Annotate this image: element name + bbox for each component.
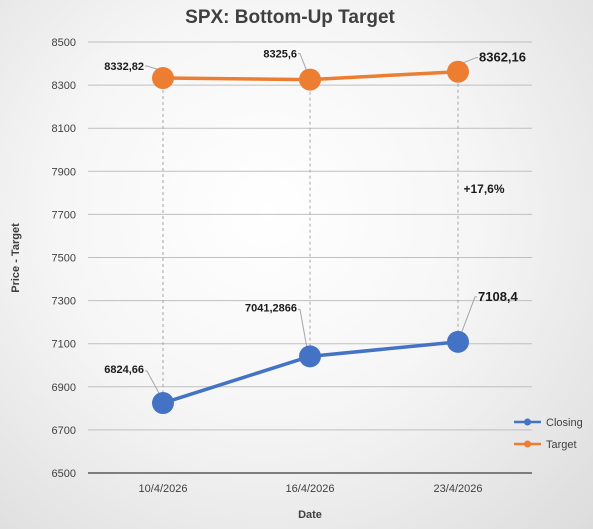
label-leader-line <box>298 53 308 72</box>
y-tick-label: 7500 <box>52 253 76 265</box>
data-point-closing <box>299 345 321 368</box>
label-leader-line <box>460 57 478 65</box>
x-tick-label: 10/4/2026 <box>139 483 188 495</box>
y-tick-label: 8300 <box>52 80 76 92</box>
y-tick-label: 6900 <box>52 382 76 394</box>
data-label-closing: 7041,2866 <box>245 302 297 314</box>
data-point-target <box>152 67 174 90</box>
data-point-closing <box>152 392 174 415</box>
y-tick-label: 7700 <box>52 209 76 221</box>
label-leader-line <box>298 308 308 349</box>
data-point-target <box>447 60 469 83</box>
y-tick-label: 6500 <box>52 468 76 480</box>
y-tick-label: 7900 <box>52 166 76 178</box>
y-axis-ticks: 6500 6700 6900 7100 7300 7500 7700 7900 8100 8300… <box>52 37 76 480</box>
label-leader-line <box>145 65 161 71</box>
x-axis-ticks: 10/4/2026 16/4/2026 23/4/2026 <box>139 483 483 495</box>
data-point-closing <box>447 330 469 353</box>
x-axis-title: Date <box>298 509 322 521</box>
label-leader-line <box>460 296 477 335</box>
data-label-target: 8325,6 <box>263 49 297 61</box>
data-labels: 6824,66 7041,2866 7108,4 8332,82 8325,6 8362,… <box>104 49 526 376</box>
x-tick-label: 23/4/2026 <box>434 483 483 495</box>
data-label-closing: 6824,66 <box>104 364 144 376</box>
y-tick-label: 7300 <box>52 296 76 308</box>
x-tick-label: 16/4/2026 <box>286 483 335 495</box>
y-axis-title: Price - Target <box>10 223 22 293</box>
data-point-target <box>299 68 321 91</box>
legend-target-marker <box>524 440 531 448</box>
annotation-percent: +17,6% <box>463 182 504 196</box>
data-points <box>152 60 469 415</box>
legend-target-label: Target <box>546 439 577 451</box>
data-label-target: 8332,82 <box>104 61 144 73</box>
y-tick-label: 7100 <box>52 339 76 351</box>
y-tick-label: 6700 <box>52 425 76 437</box>
label-leader-line <box>145 370 161 396</box>
data-label-closing: 7108,4 <box>478 289 519 304</box>
y-tick-label: 8100 <box>52 123 76 135</box>
label-leader-lines <box>145 53 478 396</box>
legend: Closing Target <box>514 417 583 451</box>
y-tick-label: 8500 <box>52 37 76 49</box>
legend-closing-label: Closing <box>546 417 583 429</box>
legend-closing-marker <box>524 418 531 426</box>
drop-lines <box>162 71 459 404</box>
data-label-target: 8362,16 <box>479 50 526 65</box>
chart-title: SPX: Bottom-Up Target <box>185 7 395 28</box>
